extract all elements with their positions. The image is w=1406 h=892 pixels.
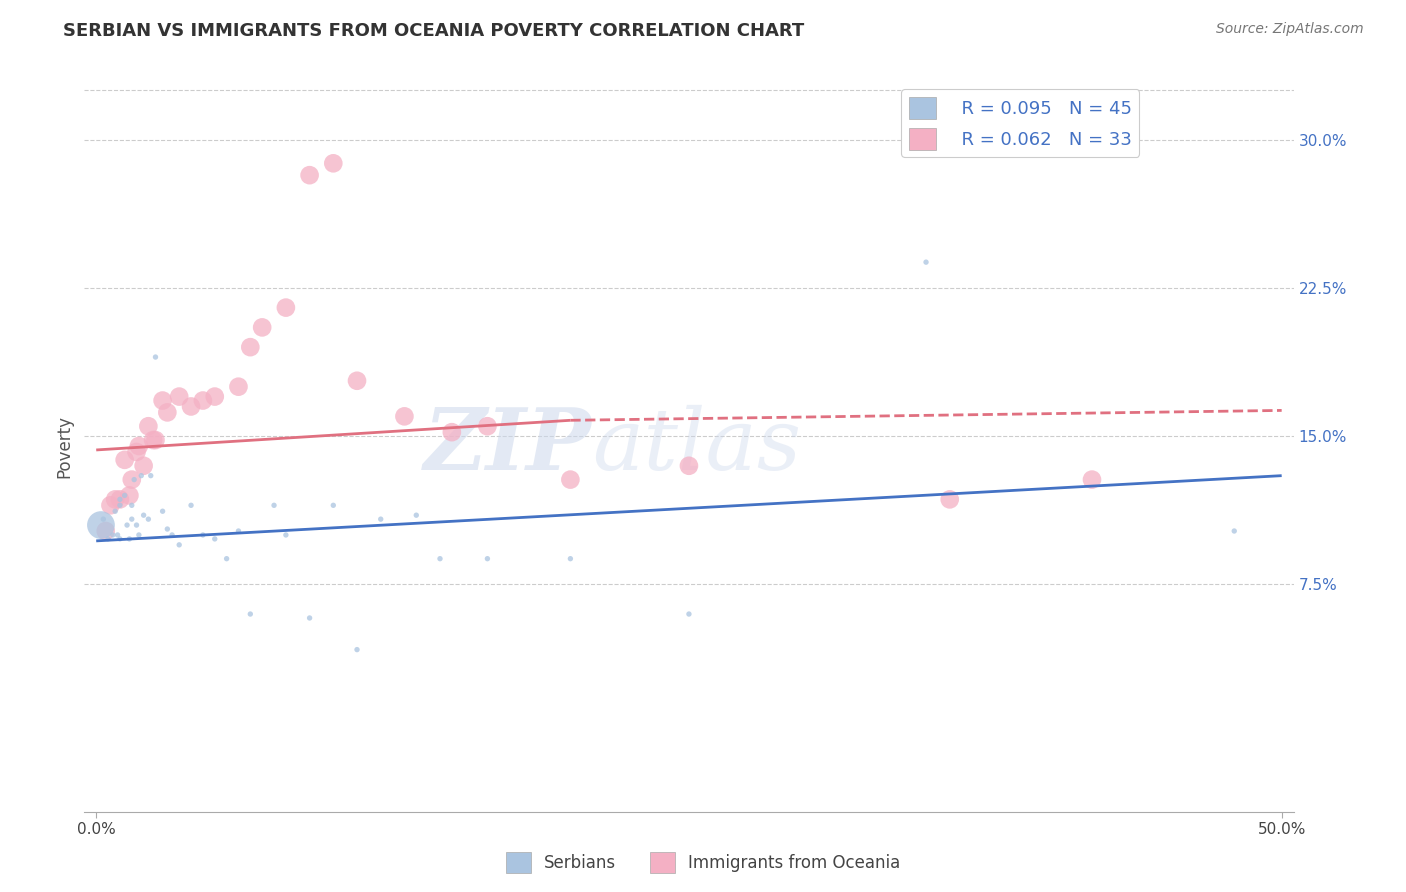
Text: Source: ZipAtlas.com: Source: ZipAtlas.com [1216, 22, 1364, 37]
Point [440, 425, 463, 439]
Point [477, 419, 499, 434]
Point [128, 439, 150, 453]
Point [104, 492, 127, 507]
Legend:   R = 0.095   N = 45,   R = 0.062   N = 33: R = 0.095 N = 45, R = 0.062 N = 33 [901, 89, 1139, 157]
Point [167, 390, 190, 404]
Point [91, 512, 114, 526]
Point [104, 504, 127, 518]
Point [129, 468, 152, 483]
Point [429, 551, 451, 566]
Point [560, 473, 582, 487]
Point [191, 528, 214, 542]
Point [678, 607, 700, 621]
Point [97, 532, 120, 546]
Point [90, 518, 112, 533]
Point [138, 512, 160, 526]
Point [394, 409, 416, 424]
Point [263, 498, 285, 512]
Point [132, 458, 155, 473]
Point [167, 538, 190, 552]
Point [322, 498, 344, 512]
Point [204, 532, 226, 546]
Y-axis label: Poverty: Poverty [55, 415, 73, 477]
Point [108, 532, 131, 546]
Point [477, 551, 499, 566]
Point [101, 528, 124, 542]
Point [125, 518, 148, 533]
Point [118, 532, 141, 546]
Point [94, 524, 117, 538]
Point [915, 255, 938, 269]
Point [160, 528, 183, 542]
Point [152, 393, 174, 408]
Point [125, 445, 148, 459]
Point [156, 405, 179, 419]
Legend: Serbians, Immigrants from Oceania: Serbians, Immigrants from Oceania [499, 846, 907, 880]
Point [139, 468, 162, 483]
Point [239, 340, 262, 354]
Point [121, 473, 143, 487]
Point [322, 156, 344, 170]
Point [115, 518, 138, 533]
Point [122, 473, 145, 487]
Point [298, 168, 321, 182]
Point [678, 458, 700, 473]
Point [108, 492, 131, 507]
Text: atlas: atlas [592, 405, 801, 487]
Point [228, 524, 250, 538]
Point [346, 642, 368, 657]
Point [239, 607, 262, 621]
Point [121, 512, 143, 526]
Point [100, 498, 122, 512]
Point [108, 492, 131, 507]
Point [274, 301, 297, 315]
Point [180, 498, 202, 512]
Point [128, 528, 150, 542]
Text: SERBIAN VS IMMIGRANTS FROM OCEANIA POVERTY CORRELATION CHART: SERBIAN VS IMMIGRANTS FROM OCEANIA POVER… [63, 22, 804, 40]
Point [180, 400, 202, 414]
Point [108, 498, 131, 512]
Point [405, 508, 427, 523]
Point [114, 453, 136, 467]
Point [370, 512, 392, 526]
Point [298, 611, 321, 625]
Point [250, 320, 273, 334]
Point [938, 492, 960, 507]
Point [204, 390, 226, 404]
Point [1223, 524, 1246, 538]
Point [152, 504, 174, 518]
Text: ZIP: ZIP [425, 404, 592, 488]
Point [560, 551, 582, 566]
Point [145, 433, 167, 447]
Point [274, 528, 297, 542]
Point [118, 488, 141, 502]
Point [156, 522, 179, 536]
Point [346, 374, 368, 388]
Point [1081, 473, 1104, 487]
Point [142, 433, 165, 447]
Point [107, 528, 129, 542]
Point [132, 508, 155, 523]
Point [114, 488, 136, 502]
Point [215, 551, 238, 566]
Point [145, 350, 167, 364]
Point [228, 380, 250, 394]
Point [191, 393, 214, 408]
Point [121, 498, 143, 512]
Point [138, 419, 160, 434]
